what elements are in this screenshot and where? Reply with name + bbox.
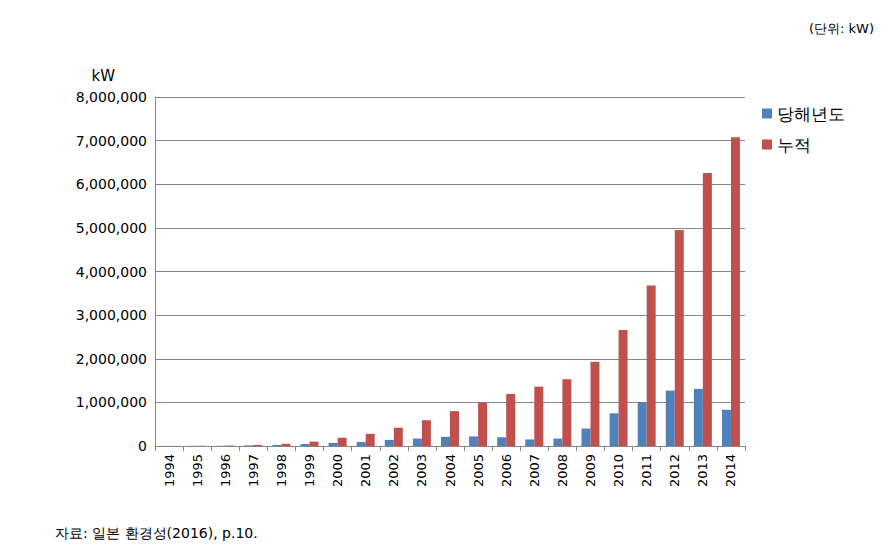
svg-text:2007: 2007 [527, 454, 542, 487]
svg-text:1998: 1998 [274, 454, 289, 487]
svg-text:4,000,000: 4,000,000 [76, 264, 147, 280]
svg-text:1994: 1994 [162, 454, 177, 487]
svg-text:6,000,000: 6,000,000 [76, 176, 147, 192]
svg-text:2006: 2006 [499, 454, 514, 487]
svg-text:0: 0 [138, 438, 147, 454]
svg-text:2011: 2011 [639, 454, 654, 487]
svg-text:2001: 2001 [358, 454, 373, 487]
svg-text:2008: 2008 [555, 454, 570, 487]
svg-text:(단위: kW): (단위: kW) [809, 21, 874, 36]
svg-text:당해년도: 당해년도 [777, 104, 845, 124]
svg-text:2012: 2012 [667, 454, 682, 487]
svg-text:2,000,000: 2,000,000 [76, 351, 147, 367]
svg-text:2010: 2010 [611, 454, 626, 487]
svg-text:2000: 2000 [330, 454, 345, 487]
svg-text:5,000,000: 5,000,000 [76, 220, 147, 236]
svg-text:8,000,000: 8,000,000 [76, 89, 147, 105]
svg-text:2005: 2005 [471, 454, 486, 487]
svg-text:1995: 1995 [190, 454, 205, 487]
svg-text:자료: 일본 환경성(2016), p.10.: 자료: 일본 환경성(2016), p.10. [55, 525, 258, 541]
svg-text:1,000,000: 1,000,000 [76, 394, 147, 410]
svg-text:2002: 2002 [386, 454, 401, 487]
svg-text:kW: kW [91, 67, 115, 85]
svg-text:2009: 2009 [583, 454, 598, 487]
svg-text:2003: 2003 [414, 454, 429, 487]
svg-text:7,000,000: 7,000,000 [76, 133, 147, 149]
svg-text:1997: 1997 [246, 454, 261, 487]
svg-text:2014: 2014 [723, 454, 738, 487]
svg-text:3,000,000: 3,000,000 [76, 307, 147, 323]
svg-text:2013: 2013 [695, 454, 710, 487]
svg-text:누적: 누적 [777, 135, 811, 155]
svg-text:2004: 2004 [443, 454, 458, 487]
svg-text:1999: 1999 [302, 454, 317, 487]
svg-text:1996: 1996 [218, 454, 233, 487]
